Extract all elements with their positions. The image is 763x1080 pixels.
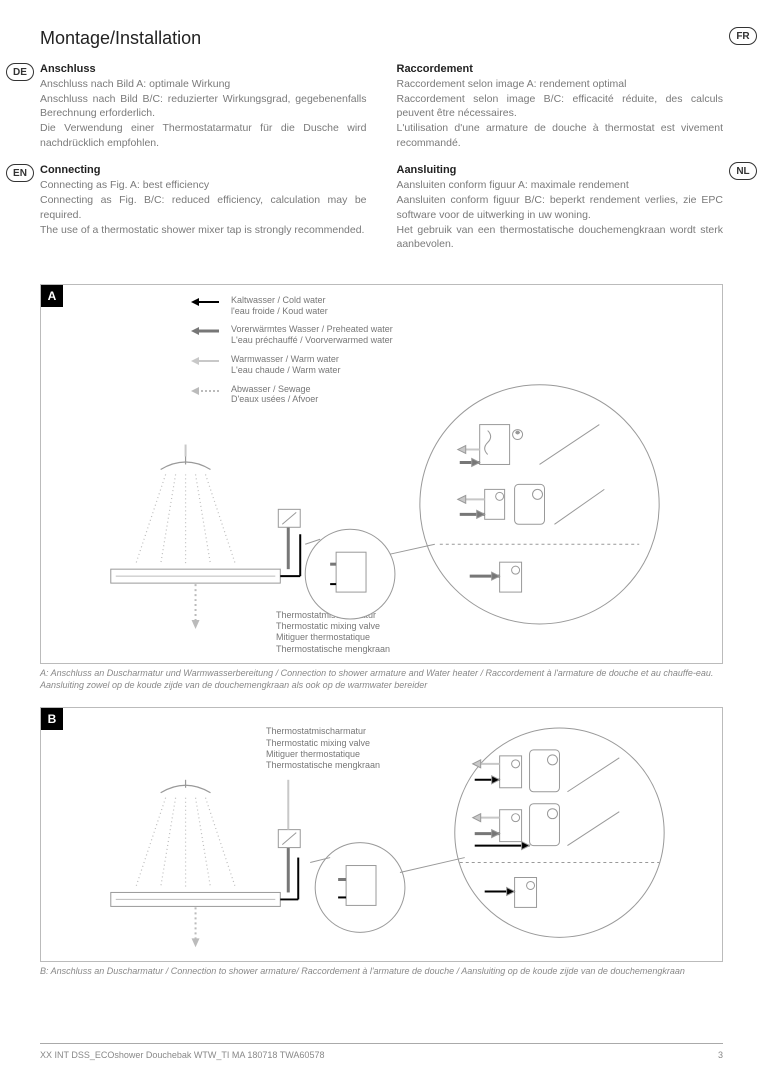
badge-fr: FR (729, 27, 757, 45)
heading-en: Connecting (40, 164, 367, 176)
badge-de: DE (6, 63, 34, 81)
footer-right: 3 (718, 1050, 723, 1060)
diagram-b: B Thermostatmischarmatur Thermostatic mi… (40, 707, 723, 962)
right-column: FR Raccordement Raccordement selon image… (397, 63, 724, 266)
diagram-b-scene (41, 708, 722, 962)
page-title: Montage/Installation (40, 28, 723, 49)
section-en: EN Connecting Connecting as Fig. A: best… (40, 164, 367, 237)
badge-en: EN (6, 164, 34, 182)
section-de: DE Anschluss Anschluss nach Bild A: opti… (40, 63, 367, 150)
diagram-a-caption: A: Anschluss an Duscharmatur und Warmwas… (40, 668, 723, 691)
body-de: Anschluss nach Bild A: optimale WirkungA… (40, 77, 367, 150)
body-fr: Raccordement selon image A: rendement op… (397, 77, 724, 150)
heading-nl: Aansluiting (397, 164, 724, 176)
section-fr: FR Raccordement Raccordement selon image… (397, 63, 724, 150)
page-footer: XX INT DSS_ECOshower Douchebak WTW_TI MA… (40, 1043, 723, 1060)
section-nl: NL Aansluiting Aansluiten conform figuur… (397, 164, 724, 251)
diagram-a: A Kaltwasser / Cold waterl'eau froide / … (40, 284, 723, 664)
body-en: Connecting as Fig. A: best efficiencyCon… (40, 178, 367, 237)
content-columns: DE Anschluss Anschluss nach Bild A: opti… (40, 63, 723, 266)
diagram-a-scene (41, 285, 722, 664)
body-nl: Aansluiten conform figuur A: maximale re… (397, 178, 724, 251)
heading-fr: Raccordement (397, 63, 724, 75)
badge-nl: NL (729, 162, 757, 180)
heading-de: Anschluss (40, 63, 367, 75)
diagram-b-caption: B: Anschluss an Duscharmatur / Connectio… (40, 966, 723, 978)
left-column: DE Anschluss Anschluss nach Bild A: opti… (40, 63, 367, 266)
footer-left: XX INT DSS_ECOshower Douchebak WTW_TI MA… (40, 1050, 324, 1060)
